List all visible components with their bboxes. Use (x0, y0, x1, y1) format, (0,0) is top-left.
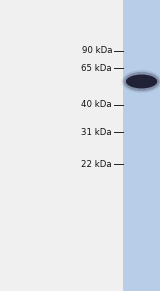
Ellipse shape (126, 74, 157, 88)
Text: 22 kDa: 22 kDa (81, 160, 112, 169)
Bar (123, 0, 160, 291)
Text: 65 kDa: 65 kDa (81, 64, 112, 73)
Text: 40 kDa: 40 kDa (81, 100, 112, 109)
Ellipse shape (122, 70, 160, 93)
Text: 90 kDa: 90 kDa (81, 47, 112, 55)
Text: 31 kDa: 31 kDa (81, 128, 112, 137)
Ellipse shape (124, 72, 160, 91)
